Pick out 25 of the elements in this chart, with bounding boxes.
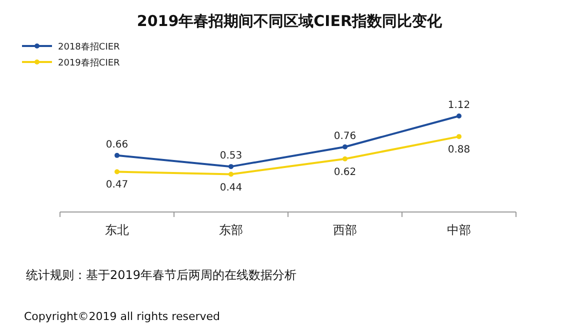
- text: 统计规则：基于2019年春节后两周的在线数据分析: [26, 268, 297, 282]
- x-tick-label: 西部: [333, 223, 357, 237]
- data-label: 0.66: [106, 139, 128, 150]
- point: [114, 169, 120, 174]
- chart-title: 2019年春招期间不同区域CIER指数同比变化: [136, 12, 444, 30]
- data-label: 0.62: [334, 166, 356, 178]
- x-tick-label: 东部: [219, 223, 243, 237]
- point: [228, 164, 234, 170]
- data-label: 1.12: [448, 100, 470, 111]
- data-label: 0.44: [220, 182, 242, 194]
- data-label: 0.76: [334, 130, 356, 142]
- text: Copyright©2019 all rights reserved: [24, 310, 220, 323]
- x-tick-label: 东北: [105, 223, 129, 237]
- legend-label: 2018春招CIER: [58, 42, 120, 52]
- point: [456, 114, 462, 118]
- point: [114, 152, 120, 158]
- point: [342, 144, 348, 150]
- point: [342, 156, 348, 162]
- data-label: 0.88: [448, 144, 470, 156]
- data-label: 0.47: [106, 180, 128, 191]
- point: [456, 134, 462, 140]
- legend-label: 2019春招CIER: [58, 58, 120, 68]
- x-tick-label: 中部: [447, 223, 471, 237]
- point: [228, 172, 234, 177]
- data-label: 0.53: [220, 150, 242, 162]
